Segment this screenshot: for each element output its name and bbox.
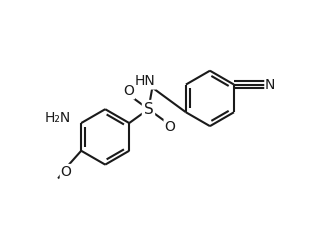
- Text: H₂N: H₂N: [44, 112, 70, 125]
- Text: N: N: [265, 77, 275, 92]
- Text: HN: HN: [135, 74, 156, 88]
- Text: O: O: [123, 84, 134, 99]
- Text: O: O: [165, 120, 176, 134]
- Text: O: O: [60, 165, 71, 179]
- Text: S: S: [144, 102, 153, 117]
